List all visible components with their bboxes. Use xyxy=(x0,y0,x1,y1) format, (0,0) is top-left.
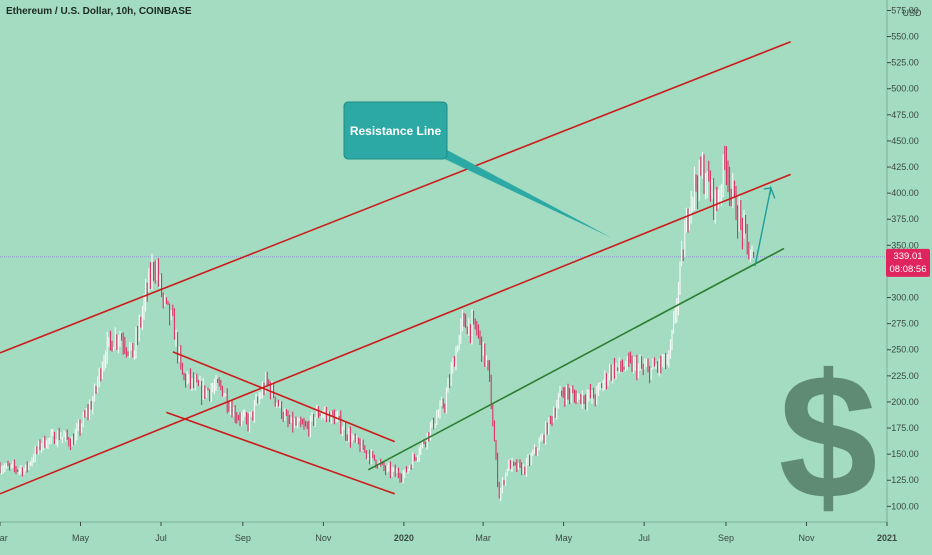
price-tick-label: 425.00 xyxy=(891,162,919,172)
bar-countdown: 08:08:56 xyxy=(890,264,927,275)
price-tick-label: 300.00 xyxy=(891,293,919,303)
price-tick-label: 525.00 xyxy=(891,58,919,68)
current-price-badge: 339.01 08:08:56 xyxy=(886,248,930,277)
projection-arrow-head xyxy=(763,187,772,196)
dollar-sign-icon: $ xyxy=(779,337,878,536)
chart-title: Ethereum / U.S. Dollar, 10h, COINBASE xyxy=(6,6,192,17)
price-tick-label: 225.00 xyxy=(891,371,919,381)
time-axis[interactable]: Mar May Jul Sep Nov 2020 Mar May Jul Sep Nov 2021 xyxy=(0,521,897,543)
price-tick-label: 500.00 xyxy=(891,84,919,94)
time-tick-label: Nov xyxy=(315,533,332,543)
callout-pointer xyxy=(430,150,612,238)
price-tick-label: 150.00 xyxy=(891,449,919,459)
upper-channel-top[interactable] xyxy=(0,41,791,354)
resistance-callout-group[interactable]: Resistance Line xyxy=(343,101,612,238)
time-tick-label: Jul xyxy=(638,533,650,543)
price-tick-label: 450.00 xyxy=(891,136,919,146)
time-tick-label: May xyxy=(72,533,90,543)
time-tick-label: Sep xyxy=(718,533,734,543)
time-tick-label: 2021 xyxy=(877,533,897,543)
support-line[interactable] xyxy=(367,247,785,471)
price-tick-label: 200.00 xyxy=(891,397,919,407)
price-tick-label: 275.00 xyxy=(891,319,919,329)
resistance-callout-label: Resistance Line xyxy=(350,124,442,138)
price-tick-label: 475.00 xyxy=(891,110,919,120)
time-tick-label: 2020 xyxy=(394,533,414,543)
price-series xyxy=(0,145,755,502)
price-tick-label: 550.00 xyxy=(891,32,919,42)
projection-arrow xyxy=(754,185,776,267)
falling-channel-bottom[interactable] xyxy=(166,411,395,495)
price-tick-label: 175.00 xyxy=(891,423,919,433)
price-tick-label: 100.00 xyxy=(891,501,919,511)
currency-label: USD xyxy=(902,8,922,18)
svg-text:$: $ xyxy=(779,337,878,536)
price-tick-label: 375.00 xyxy=(891,214,919,224)
trend-lines xyxy=(0,41,791,495)
price-tick-label: 575.00 xyxy=(891,5,919,15)
time-tick-label: Mar xyxy=(0,533,8,543)
time-tick-label: Sep xyxy=(235,533,251,543)
current-price-value: 339.01 xyxy=(893,251,922,262)
time-tick-label: Mar xyxy=(475,533,491,543)
upper-channel-bottom[interactable] xyxy=(0,173,791,495)
price-tick-label: 350.00 xyxy=(891,240,919,250)
resistance-callout[interactable] xyxy=(343,101,448,160)
time-tick-label: May xyxy=(555,533,573,543)
time-tick-label: Jul xyxy=(155,533,167,543)
price-tick-label: 250.00 xyxy=(891,345,919,355)
falling-channel-top[interactable] xyxy=(172,351,395,443)
time-tick-label: Nov xyxy=(798,533,815,543)
price-tick-label: 400.00 xyxy=(891,188,919,198)
price-tick-label: 125.00 xyxy=(891,475,919,485)
